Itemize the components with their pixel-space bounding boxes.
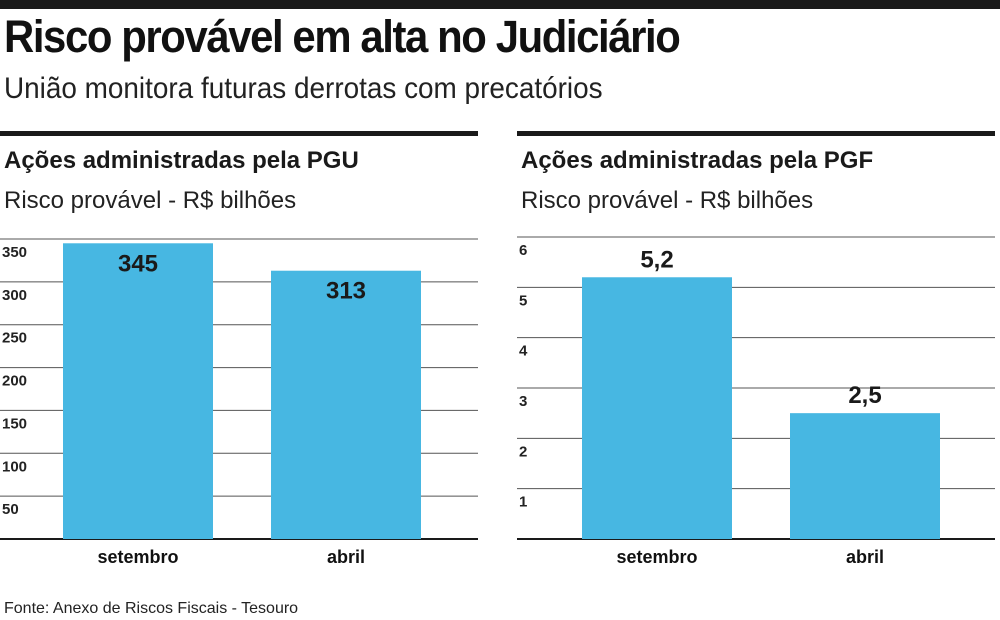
top-rule: [0, 0, 1000, 9]
data-label: 313: [326, 278, 366, 305]
panel-rule: [0, 131, 478, 136]
chart-subtitle: Risco provável - R$ bilhões: [521, 187, 814, 214]
source-note: Fonte: Anexo de Riscos Fiscais - Tesouro: [4, 600, 299, 617]
category-label: setembro: [97, 547, 178, 567]
y-tick-label: 300: [2, 287, 27, 304]
data-label: 5,2: [640, 246, 673, 273]
y-tick-label: 150: [2, 415, 27, 432]
chart-panel-pgu: Ações administradas pela PGU Risco prová…: [0, 131, 480, 571]
bar-chart-pgf: 1 2 3 4 5 6 5,2 setembro 2,5 abril: [517, 236, 995, 567]
bar: [790, 413, 940, 539]
y-tick-label: 4: [519, 343, 528, 360]
panel-rule: [517, 131, 995, 136]
chart-title: Ações administradas pela PGF: [521, 147, 874, 174]
y-tick-label: 3: [519, 393, 527, 410]
y-tick-label: 350: [2, 244, 27, 261]
chart-title: Ações administradas pela PGU: [4, 147, 359, 174]
y-tick-label: 5: [519, 292, 527, 309]
category-label: setembro: [616, 547, 697, 567]
y-tick-label: 2: [519, 443, 527, 460]
bar: [63, 243, 213, 539]
y-tick-label: 1: [519, 494, 527, 511]
bar: [582, 277, 732, 539]
chart-subtitle: Risco provável - R$ bilhões: [4, 187, 297, 214]
y-tick-label: 6: [519, 242, 527, 259]
data-label: 345: [118, 250, 158, 277]
y-tick-label: 100: [2, 458, 27, 475]
y-tick-label: 250: [2, 330, 27, 347]
bar-chart-pgu: 50 100 150 200 250 300 350 345 setembro 313 abril: [0, 238, 478, 567]
category-label: abril: [846, 547, 884, 567]
y-tick-label: 200: [2, 373, 27, 390]
page-subtitle: União monitora futuras derrotas com prec…: [4, 72, 603, 105]
category-label: abril: [327, 547, 365, 567]
chart-panel-pgf: Ações administradas pela PGF Risco prová…: [517, 131, 997, 571]
bar: [271, 270, 421, 539]
data-label: 2,5: [848, 382, 881, 409]
page-title: Risco provável em alta no Judiciário: [4, 11, 681, 62]
y-tick-label: 50: [2, 501, 19, 518]
